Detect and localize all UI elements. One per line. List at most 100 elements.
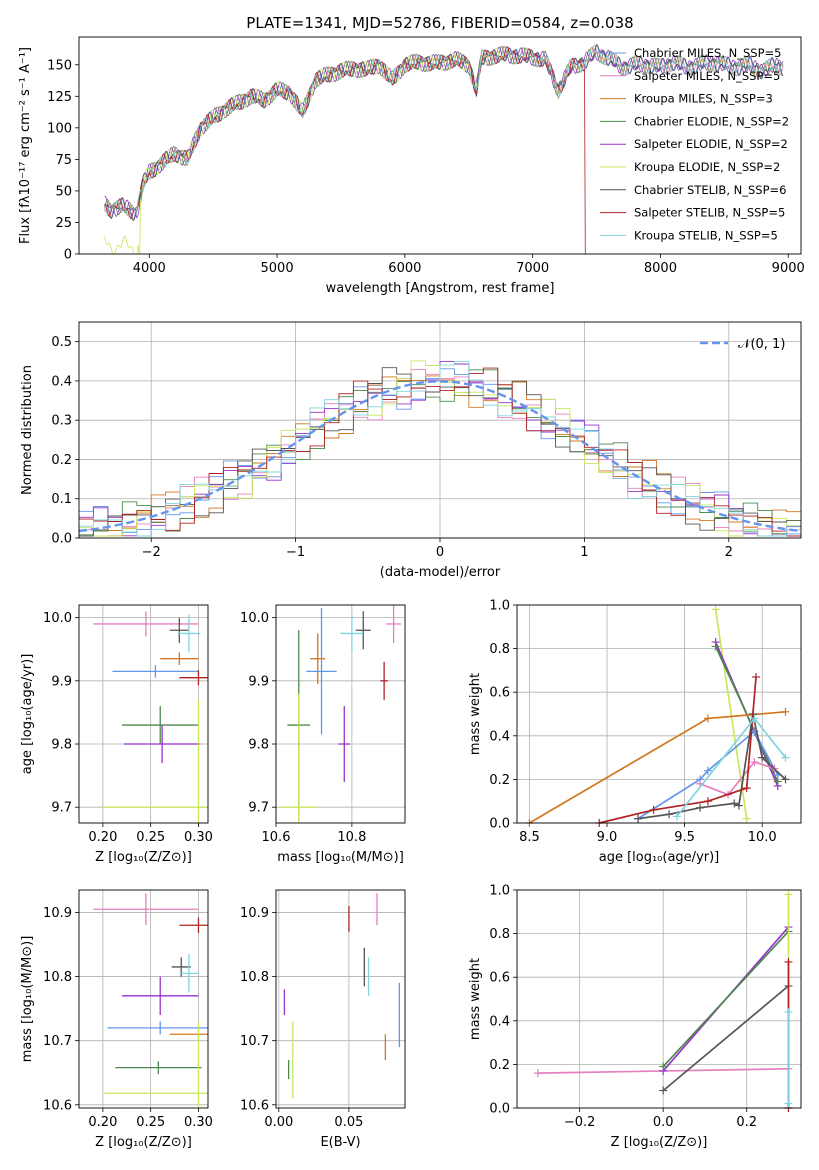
y-tick-label: 10.9 <box>43 906 72 921</box>
x-tick-label: −2 <box>142 545 161 560</box>
y-tick-label: 25 <box>55 216 72 231</box>
massweight_vs_Z-frame <box>516 889 802 1109</box>
spectrum-line-salpeter_stelib <box>104 46 586 254</box>
y-tick-label: 0.4 <box>489 1014 510 1029</box>
spectrum-frame <box>78 36 802 255</box>
age_vs_mass-frame <box>275 604 406 824</box>
hist-kroupa_stelib <box>79 361 801 537</box>
x-axis-label: Z [log₁₀(Z/Z⊙)] <box>611 1135 708 1150</box>
x-tick-label: 0.25 <box>136 1115 165 1130</box>
x-tick-label: 7000 <box>516 261 549 276</box>
marker-chabrier_miles <box>703 766 712 775</box>
y-tick-label: 0.2 <box>51 453 72 468</box>
y-tick-label: 0.3 <box>51 414 72 429</box>
y-tick-label: 0.6 <box>489 686 510 701</box>
marker-salpeter_stelib <box>742 784 751 793</box>
x-tick-label: 9.5 <box>674 830 695 845</box>
x-axis-label: age [log₁₀(age/yr)] <box>599 850 720 865</box>
x-tick-label: 0.0 <box>653 1115 674 1130</box>
massweight_vs_Z-lines <box>533 890 793 1112</box>
spectrum-axes: 4000 5000 6000 7000 8000 9000 0 25 50 75 100 125 150… <box>18 47 805 296</box>
marker-kroupa_stelib <box>784 1008 793 1017</box>
legend-label: Kroupa MILES, N_SSP=3 <box>634 92 773 106</box>
massweight_vs_age-axes: 8.5 9.0 9.5 10.0 0.0 0.2 0.4 0.6 0.8 1.0 age [log₁… <box>468 599 801 865</box>
y-tick-label: 1.0 <box>489 884 510 899</box>
legend-label: Salpeter MILES, N_SSP=5 <box>634 69 780 83</box>
y-tick-label: 10.9 <box>240 906 269 921</box>
y-tick-label: 0.5 <box>51 335 72 350</box>
age_vs_Z-points <box>93 611 208 823</box>
y-tick-label: 50 <box>55 184 72 199</box>
y-tick-label: 10.7 <box>43 1034 72 1049</box>
legend-label: Salpeter ELODIE, N_SSP=2 <box>634 137 788 151</box>
legend-label: Chabrier STELIB, N_SSP=6 <box>634 183 786 197</box>
marker-kroupa_stelib <box>784 1099 793 1108</box>
age_vs_Z-frame <box>78 604 209 824</box>
x-tick-label: 10.8 <box>337 830 366 845</box>
x-tick-label: 6000 <box>388 261 421 276</box>
x-tick-label: 0 <box>436 545 444 560</box>
y-tick-label: 10.7 <box>240 1034 269 1049</box>
legend-label: Kroupa ELODIE, N_SSP=2 <box>634 160 780 174</box>
figure-title: PLATE=1341, MJD=52786, FIBERID=0584, z=0… <box>246 14 633 32</box>
y-tick-label: 125 <box>47 90 72 105</box>
marker-kroupa_stelib <box>672 812 681 821</box>
marker-kroupa_stelib <box>781 753 790 762</box>
age_vs_Z-axes: 0.20 0.25 0.30 9.7 9.8 9.9 10.0 Z [log₁₀(Z/Z⊙)]… <box>20 605 213 865</box>
marker-chabrier_stelib <box>659 1086 668 1095</box>
marker-chabrier_stelib <box>758 753 767 762</box>
line-chabrier_elodie <box>662 930 790 1068</box>
spectrum-line-kroupa_stelib <box>104 45 784 217</box>
y-tick-label: 9.7 <box>51 801 72 816</box>
gauss-curve <box>78 380 802 533</box>
x-tick-label: 2 <box>725 545 733 560</box>
mass_vs_ebv-axes: 0.00 0.05 10.6 10.7 10.8 10.9 E(B-V) <box>240 890 405 1150</box>
y-tick-label: 9.7 <box>248 801 269 816</box>
x-tick-label: 1 <box>580 545 588 560</box>
spectrum-line-kroupa_elodie <box>104 47 507 254</box>
y-tick-label: 0.6 <box>489 971 510 986</box>
y-tick-label: 10.8 <box>240 970 269 985</box>
marker-chabrier_stelib <box>696 803 705 812</box>
marker-salpeter_stelib <box>649 805 658 814</box>
residual_hist-frame <box>78 321 802 539</box>
hist-steps <box>78 360 802 537</box>
x-axis-label: Z [log₁₀(Z/Z⊙)] <box>95 850 192 865</box>
marker-salpeter_stelib <box>703 797 712 806</box>
marker-chabrier_stelib <box>781 775 790 784</box>
y-tick-label: 10.8 <box>43 970 72 985</box>
x-tick-label: 0.05 <box>334 1115 363 1130</box>
y-tick-label: 0.4 <box>489 729 510 744</box>
line-chabrier_elodie <box>714 646 779 782</box>
marker-chabrier_stelib <box>730 799 739 808</box>
x-axis-label: Z [log₁₀(Z/Z⊙)] <box>95 1135 192 1150</box>
y-tick-label: 0.2 <box>489 1058 510 1073</box>
y-axis-label: Flux [fλ10⁻¹⁷ erg cm⁻² s⁻¹ A⁻¹] <box>18 47 33 244</box>
marker-salpeter_stelib <box>751 672 760 681</box>
marker-kroupa_elodie <box>784 890 793 899</box>
line-chabrier_miles <box>637 730 779 820</box>
spectrum-line-salpeter_elodie <box>104 46 784 219</box>
marker-chabrier_stelib <box>634 814 643 823</box>
y-tick-label: 150 <box>47 58 72 73</box>
x-tick-label: 0.20 <box>88 830 117 845</box>
massweight_vs_age-frame <box>516 604 802 824</box>
y-tick-label: 9.8 <box>248 738 269 753</box>
marker-kroupa_miles <box>703 714 712 723</box>
y-axis-label: mass [log₁₀(M/M⊙)] <box>20 936 35 1063</box>
x-axis-label: E(B-V) <box>320 1135 360 1150</box>
line-chabrier_stelib <box>637 713 787 820</box>
x-tick-label: 10.0 <box>748 830 777 845</box>
x-tick-label: 8.5 <box>519 830 540 845</box>
mass_vs_ebv-frame <box>275 889 406 1109</box>
legend-label: Chabrier MILES, N_SSP=5 <box>634 46 781 60</box>
marker-salpeter_stelib <box>784 957 793 966</box>
hist-salpeter_stelib <box>79 367 801 537</box>
mass_vs_ebv-points <box>283 893 401 1099</box>
marker-chabrier_stelib <box>665 810 674 819</box>
marker-chabrier_elodie <box>659 1062 668 1071</box>
y-tick-label: 75 <box>55 153 72 168</box>
marker-chabrier_stelib <box>734 801 743 810</box>
x-tick-label: −0.2 <box>564 1115 596 1130</box>
age_vs_mass-points <box>279 605 402 823</box>
